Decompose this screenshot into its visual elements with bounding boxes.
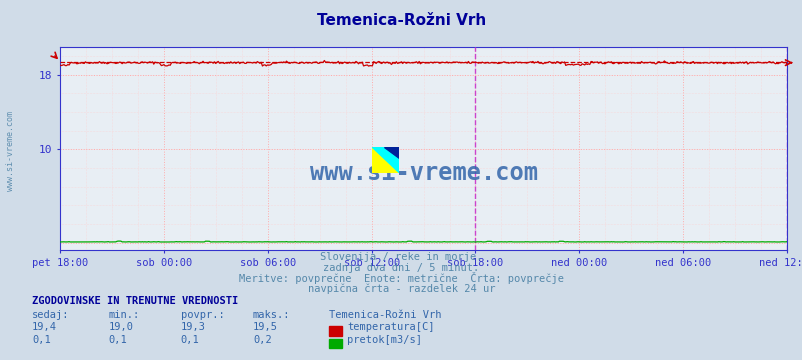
Text: Temenica-Rožni Vrh: Temenica-Rožni Vrh [317,13,485,28]
Text: Temenica-Rožni Vrh: Temenica-Rožni Vrh [329,310,441,320]
Text: povpr.:: povpr.: [180,310,224,320]
Text: 19,4: 19,4 [32,323,57,333]
Text: 19,5: 19,5 [253,323,277,333]
Text: zadnja dva dni / 5 minut.: zadnja dva dni / 5 minut. [323,263,479,273]
Text: Slovenija / reke in morje.: Slovenija / reke in morje. [320,252,482,262]
Text: navpična črta - razdelek 24 ur: navpična črta - razdelek 24 ur [307,284,495,294]
Text: min.:: min.: [108,310,140,320]
Text: www.si-vreme.com: www.si-vreme.com [6,111,15,191]
Text: maks.:: maks.: [253,310,290,320]
Text: 0,2: 0,2 [253,336,271,346]
Text: Meritve: povprečne  Enote: metrične  Črta: povprečje: Meritve: povprečne Enote: metrične Črta:… [239,271,563,284]
Text: temperatura[C]: temperatura[C] [346,323,434,333]
Polygon shape [371,147,399,173]
Text: 0,1: 0,1 [108,336,127,346]
Text: ZGODOVINSKE IN TRENUTNE VREDNOSTI: ZGODOVINSKE IN TRENUTNE VREDNOSTI [32,296,238,306]
Text: 19,0: 19,0 [108,323,133,333]
Text: 0,1: 0,1 [180,336,199,346]
Text: sedaj:: sedaj: [32,310,70,320]
Polygon shape [383,147,399,158]
Polygon shape [371,147,399,173]
Text: pretok[m3/s]: pretok[m3/s] [346,336,421,346]
Text: www.si-vreme.com: www.si-vreme.com [310,161,537,185]
Text: 0,1: 0,1 [32,336,51,346]
Text: 19,3: 19,3 [180,323,205,333]
